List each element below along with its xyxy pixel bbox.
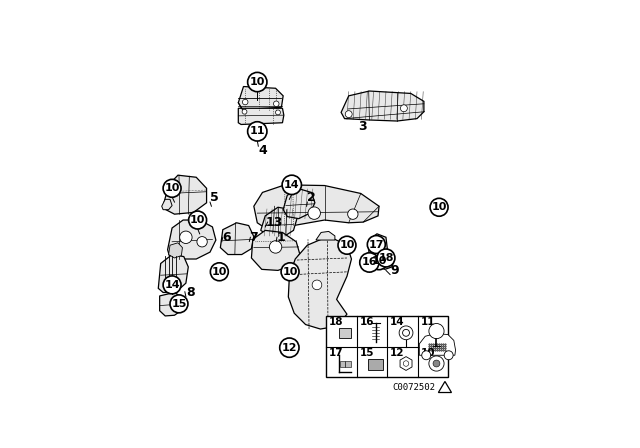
Text: 15: 15 (360, 348, 374, 358)
Polygon shape (168, 220, 216, 259)
Text: 10: 10 (164, 183, 180, 193)
Text: 1: 1 (276, 231, 285, 244)
Bar (340, 362, 345, 367)
Circle shape (367, 236, 385, 254)
Polygon shape (438, 382, 451, 392)
Polygon shape (252, 230, 300, 271)
Text: 17: 17 (369, 240, 384, 250)
Polygon shape (316, 232, 335, 240)
Polygon shape (238, 108, 284, 125)
Circle shape (280, 338, 299, 358)
Circle shape (248, 122, 267, 141)
Circle shape (348, 209, 358, 220)
Bar (326, 316, 448, 377)
Text: 10: 10 (339, 240, 355, 250)
Polygon shape (220, 223, 254, 254)
Polygon shape (289, 239, 351, 329)
Circle shape (312, 280, 322, 290)
Bar (368, 359, 383, 370)
Circle shape (308, 207, 321, 220)
Circle shape (242, 109, 247, 114)
Text: 10: 10 (420, 348, 435, 358)
Polygon shape (238, 86, 283, 110)
Circle shape (360, 253, 379, 272)
Text: 14: 14 (390, 317, 404, 327)
Circle shape (211, 263, 228, 281)
Text: 15: 15 (172, 299, 187, 309)
Text: 18: 18 (378, 253, 394, 263)
Circle shape (429, 323, 444, 339)
Circle shape (282, 175, 301, 194)
Text: 10: 10 (431, 202, 447, 212)
Polygon shape (260, 207, 297, 236)
Text: 14: 14 (284, 180, 300, 190)
Polygon shape (254, 185, 379, 233)
Circle shape (399, 326, 413, 340)
Circle shape (189, 211, 207, 229)
Text: 10: 10 (212, 267, 227, 277)
Text: 11: 11 (420, 317, 435, 327)
Polygon shape (419, 333, 456, 355)
Polygon shape (164, 175, 207, 214)
Circle shape (243, 99, 248, 105)
Text: 10: 10 (250, 77, 265, 87)
Circle shape (377, 249, 395, 267)
Text: 4: 4 (259, 144, 267, 157)
Circle shape (281, 263, 299, 281)
Text: 14: 14 (164, 280, 180, 290)
Polygon shape (379, 254, 394, 269)
Text: 10: 10 (190, 215, 205, 225)
Circle shape (403, 361, 409, 366)
Text: 12: 12 (282, 343, 297, 353)
Text: 17: 17 (329, 348, 344, 358)
Text: 3: 3 (358, 120, 367, 133)
Circle shape (370, 252, 388, 270)
Polygon shape (159, 293, 183, 316)
Circle shape (444, 351, 453, 360)
Text: 10: 10 (282, 267, 298, 277)
Text: 9: 9 (390, 264, 399, 277)
Circle shape (248, 73, 267, 92)
Text: 5: 5 (210, 191, 219, 204)
Polygon shape (369, 234, 387, 259)
Text: 12: 12 (390, 348, 404, 358)
Circle shape (429, 356, 444, 371)
Bar (345, 362, 351, 367)
Circle shape (269, 241, 282, 253)
Text: C0072502: C0072502 (392, 383, 435, 392)
Polygon shape (400, 357, 412, 370)
Polygon shape (168, 243, 182, 258)
Circle shape (338, 236, 356, 254)
Bar (339, 327, 351, 338)
Text: 7: 7 (250, 231, 258, 244)
Circle shape (170, 295, 188, 313)
Circle shape (163, 179, 181, 197)
Circle shape (374, 243, 382, 251)
Circle shape (163, 276, 181, 294)
Text: 2: 2 (307, 191, 316, 204)
Text: 10: 10 (371, 256, 387, 266)
Circle shape (430, 198, 448, 216)
Polygon shape (162, 199, 172, 210)
Circle shape (273, 101, 279, 107)
Polygon shape (158, 254, 188, 293)
Polygon shape (283, 189, 315, 219)
Text: 18: 18 (329, 317, 344, 327)
Text: 8: 8 (186, 286, 195, 299)
Circle shape (345, 111, 352, 117)
Circle shape (180, 231, 192, 244)
Text: 13: 13 (265, 216, 283, 229)
Circle shape (401, 105, 407, 112)
Text: 6: 6 (221, 231, 230, 244)
Text: 11: 11 (250, 126, 265, 136)
Circle shape (276, 110, 280, 115)
Circle shape (197, 237, 207, 247)
Polygon shape (341, 91, 424, 121)
Text: 16: 16 (362, 258, 377, 267)
Text: 16: 16 (360, 317, 374, 327)
Circle shape (433, 360, 440, 367)
Circle shape (422, 351, 431, 360)
Circle shape (403, 329, 410, 336)
